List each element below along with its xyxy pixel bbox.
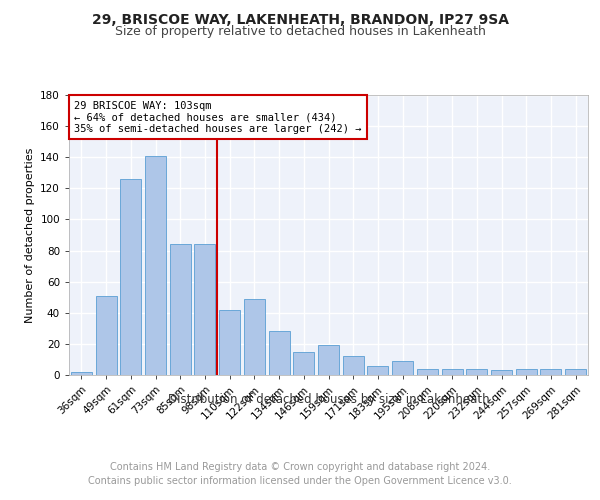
Text: Size of property relative to detached houses in Lakenheath: Size of property relative to detached ho… <box>115 25 485 38</box>
Bar <box>442 369 463 375</box>
Bar <box>71 372 92 375</box>
Bar <box>219 310 240 375</box>
Bar <box>392 361 413 375</box>
Bar <box>491 370 512 375</box>
Text: Contains public sector information licensed under the Open Government Licence v3: Contains public sector information licen… <box>88 476 512 486</box>
Text: 29, BRISCOE WAY, LAKENHEATH, BRANDON, IP27 9SA: 29, BRISCOE WAY, LAKENHEATH, BRANDON, IP… <box>91 12 509 26</box>
Bar <box>565 369 586 375</box>
Bar <box>170 244 191 375</box>
Bar <box>293 352 314 375</box>
Bar <box>541 369 562 375</box>
Bar <box>244 299 265 375</box>
Bar <box>466 369 487 375</box>
Bar <box>516 369 537 375</box>
Text: 29 BRISCOE WAY: 103sqm
← 64% of detached houses are smaller (434)
35% of semi-de: 29 BRISCOE WAY: 103sqm ← 64% of detached… <box>74 100 362 134</box>
Bar <box>120 179 141 375</box>
Bar <box>367 366 388 375</box>
Bar <box>95 296 116 375</box>
Y-axis label: Number of detached properties: Number of detached properties <box>25 148 35 322</box>
Bar <box>417 369 438 375</box>
Bar <box>269 332 290 375</box>
Bar <box>343 356 364 375</box>
Bar <box>145 156 166 375</box>
Bar <box>318 346 339 375</box>
Bar <box>194 244 215 375</box>
Text: Distribution of detached houses by size in Lakenheath: Distribution of detached houses by size … <box>168 392 490 406</box>
Text: Contains HM Land Registry data © Crown copyright and database right 2024.: Contains HM Land Registry data © Crown c… <box>110 462 490 472</box>
